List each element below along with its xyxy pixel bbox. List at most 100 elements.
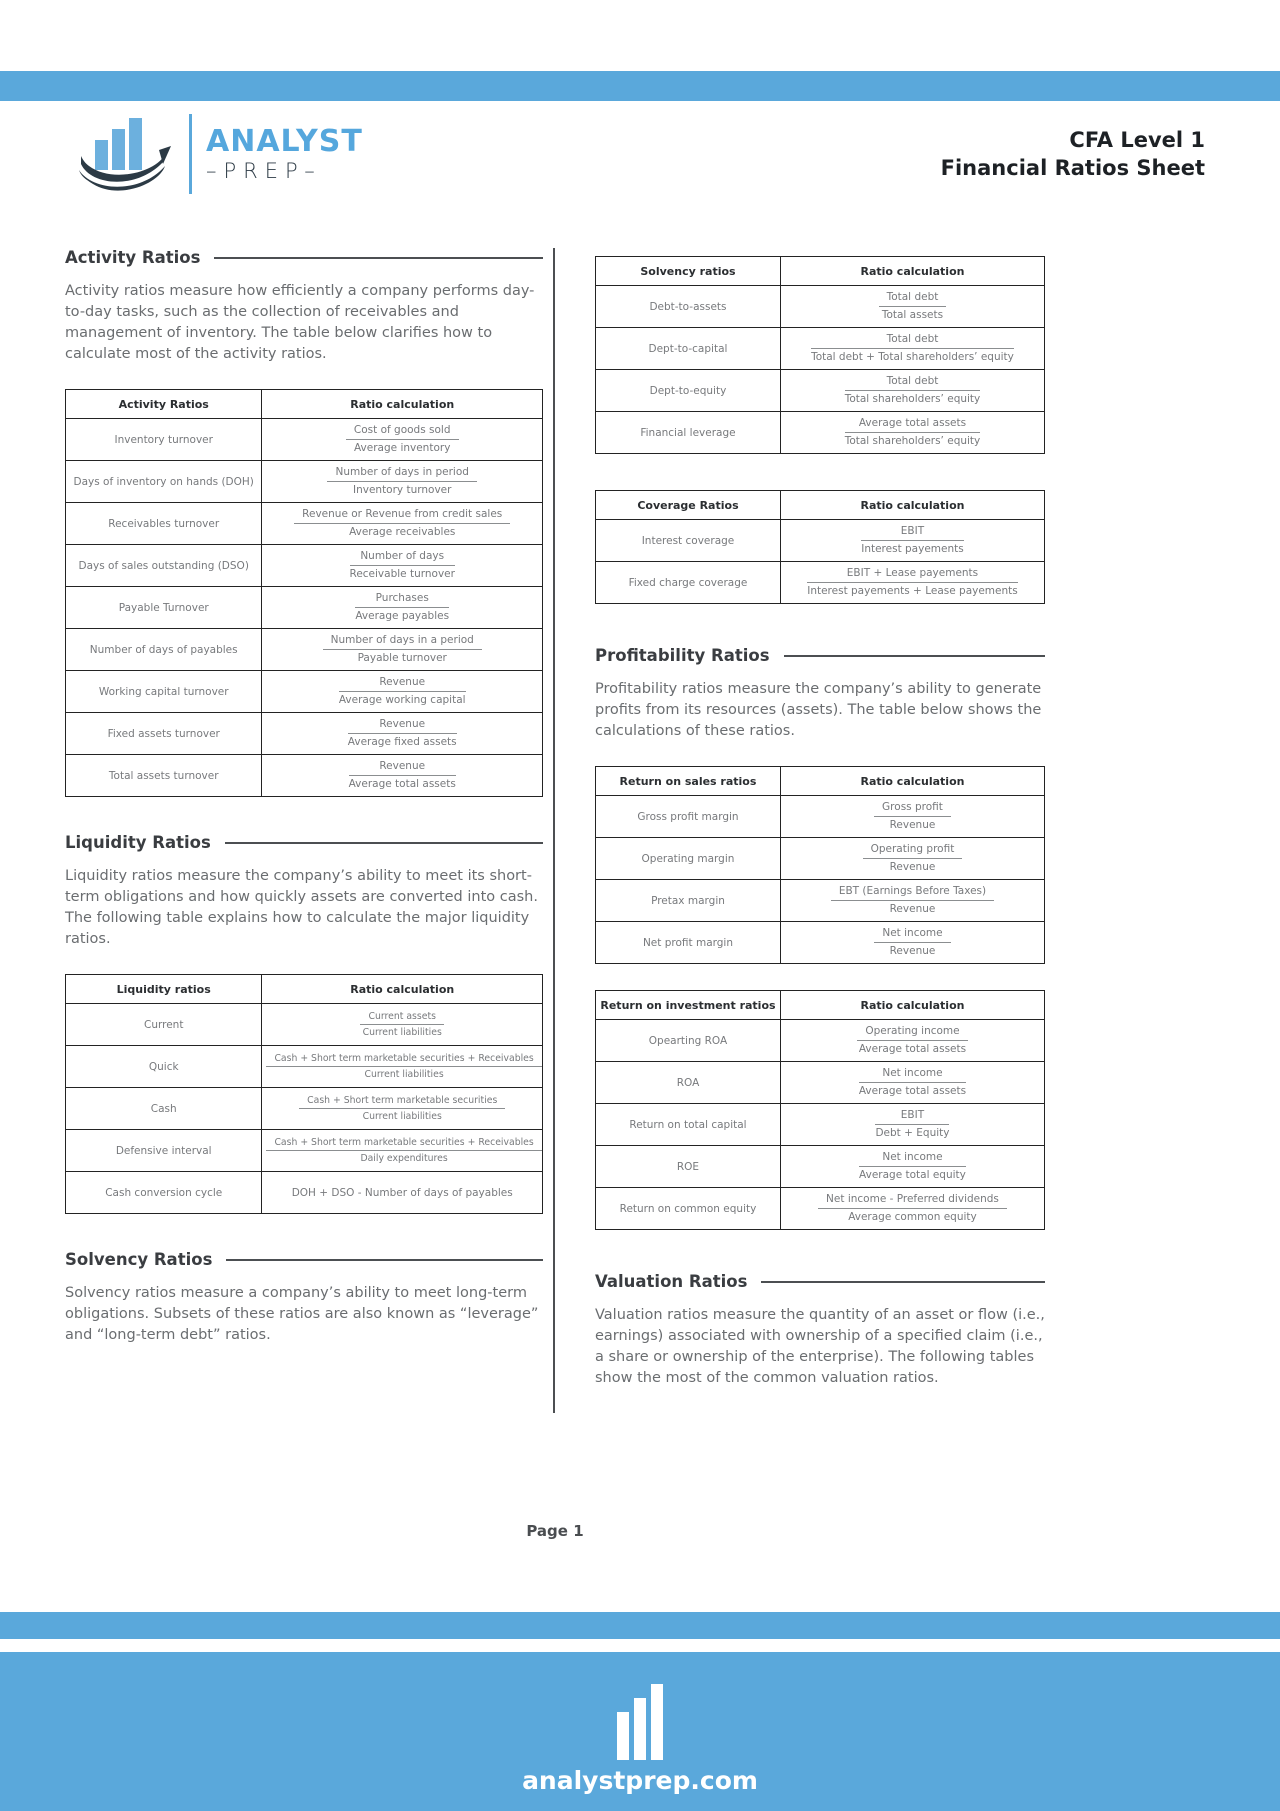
fraction-denominator: Total shareholders’ equity [844,393,981,405]
liquidity-ratios-table: Liquidity ratios Ratio calculation Current… [64,974,543,1215]
column-header: Return on sales ratios [595,766,781,797]
section-title: Activity Ratios [65,248,201,267]
table-row: Opearting ROA Operating income Average tot… [595,1019,1046,1063]
calculation-fraction: Gross profit Revenue [874,801,951,832]
column-header: Ratio calculation [261,389,543,420]
title-line-1: CFA Level 1 [1069,128,1205,152]
calculation-fraction: EBT (Earnings Before Taxes) Revenue [830,885,995,916]
calculation-fraction: Net income Average total equity [859,1151,966,1182]
ratio-calculation: Operating profit Revenue [779,837,1046,881]
ratio-calculation: Number of days in period Inventory turnov… [261,460,543,504]
ratio-calculation: Total debt Total assets [779,285,1046,328]
ratio-name: Fixed assets turnover [64,712,263,756]
ratio-calculation: DOH + DSO - Number of days of payables [261,1171,543,1215]
ratio-name: Dept-to-capital [595,327,781,370]
ratio-calculation: Cost of goods sold Average inventory [261,418,543,462]
ratio-calculation: Purchases Average payables [261,586,543,630]
ratio-name: Receivables turnover [64,502,263,546]
table-row: Dept-to-equity Total debt Total shareholde… [595,369,1046,412]
fraction-denominator: Current liabilities [362,1027,442,1039]
valuation-section-heading: Valuation Ratios [595,1272,1045,1291]
fraction-denominator: Total debt + Total shareholders’ equity [811,351,1014,363]
page-number: Page 1 [526,1522,584,1540]
fraction-denominator: Current liabilities [362,1111,442,1123]
ratio-name: Fixed charge coverage [595,561,781,604]
table-row: Pretax margin EBT (Earnings Before Taxes)… [595,879,1046,923]
ratio-name: Days of inventory on hands (DOH) [64,460,263,504]
fraction-numerator: Revenue [347,718,457,735]
fraction-denominator: Current liabilities [364,1069,444,1081]
ratio-calculation: Revenue Average working capital [261,670,543,714]
liquidity-description: Liquidity ratios measure the company’s a… [65,868,538,948]
calculation-fraction: Net income Average total assets [858,1067,967,1098]
fraction-numerator: Number of days in a period [322,634,482,651]
footer-bars-icon [617,1680,663,1760]
bar-icon [617,1712,629,1760]
fraction-numerator: Average total assets [844,417,981,433]
ratio-name: Inventory turnover [64,418,263,462]
fraction-denominator: Revenue [889,819,936,832]
fraction-denominator: Inventory turnover [352,484,452,497]
ratio-name: Cash [64,1087,263,1131]
fraction-denominator: Average working capital [338,694,466,707]
bar-icon [651,1684,663,1760]
ratio-name: Return on total capital [595,1103,781,1147]
ratio-name: Financial leverage [595,411,781,454]
table-row: Payable Turnover Purchases Average payable… [64,586,543,630]
column-divider [553,248,555,1414]
ratio-name: Payable Turnover [64,586,263,630]
ratio-calculation: Net income Revenue [779,921,1046,965]
fraction-denominator: Average total assets [858,1085,967,1098]
return-on-investment-table: Return on investment ratios Ratio calcula… [595,990,1046,1231]
calculation-fraction: Number of days in a period Payable turnov… [322,634,482,665]
heading-rule [761,1280,1045,1283]
column-header: Ratio calculation [779,990,1046,1021]
section-title: Profitability Ratios [595,646,770,665]
table-row: Working capital turnover Revenue Average w… [64,670,543,714]
fraction-denominator: Payable turnover [357,652,447,665]
fraction-numerator: Revenue [348,760,456,777]
table-row: Net profit margin Net income Revenue [595,921,1046,965]
ratio-calculation: Net income Average total equity [779,1145,1046,1189]
fraction-denominator: Average receivables [349,526,456,539]
column-header: Solvency ratios [595,256,781,286]
ratio-calculation: Gross profit Revenue [779,795,1046,839]
fraction-numerator: Net income [858,1067,967,1084]
fraction-denominator: Debt + Equity [875,1127,950,1140]
ratio-name: Debt-to-assets [595,285,781,328]
ratio-name: Quick [64,1045,263,1089]
ratio-name: ROE [595,1145,781,1189]
fraction-numerator: Current assets [360,1011,444,1026]
table-row: Operating margin Operating profit Revenue [595,837,1046,881]
column-header: Ratio calculation [779,256,1046,286]
table-row: Number of days of payables Number of days… [64,628,543,672]
ratio-name: Cash conversion cycle [64,1171,263,1215]
fraction-numerator: Total debt [878,291,947,307]
table-row: Days of inventory on hands (DOH) Number o… [64,460,543,504]
calculation-fraction: Net income - Preferred dividends Average … [818,1193,1007,1224]
page-header: ANALYST –PREP– CFA Level 1 Financial Rat… [75,108,1205,200]
calculation-fraction: Operating profit Revenue [862,843,963,874]
heading-rule [226,1258,543,1261]
left-column: Activity Ratios Activity ratios measure … [64,248,543,1413]
ratio-calculation: Number of days in a period Payable turnov… [261,628,543,672]
table-row: Cash Cash + Short term marketable securit… [64,1087,543,1131]
fraction-numerator: Number of days [349,550,455,567]
ratio-name: ROA [595,1061,781,1105]
table-header-row: Return on sales ratios Ratio calculation [595,766,1046,797]
calculation-fraction: Cash + Short term marketable securities … [266,1053,542,1081]
column-header: Liquidity ratios [64,974,263,1005]
table-header-row: Solvency ratios Ratio calculation [595,256,1046,286]
table-row: Quick Cash + Short term marketable securi… [64,1045,543,1089]
ratio-calculation: Cash + Short term marketable securities … [261,1045,543,1089]
fraction-denominator: Average fixed assets [347,736,457,749]
brand-name-bottom: –PREP– [206,158,322,183]
ratio-calculation: Revenue Average fixed assets [261,712,543,756]
calculation-fraction: Average total assets Total shareholders’ … [844,417,981,448]
fraction-denominator: Average payables [355,610,450,623]
ratio-calculation: Current assets Current liabilities [261,1003,543,1047]
ratio-calculation: EBIT Debt + Equity [779,1103,1046,1147]
ratio-calculation: EBIT + Lease payements Interest payements… [779,561,1046,604]
fraction-denominator: Revenue [889,903,936,916]
heading-rule [224,841,543,844]
